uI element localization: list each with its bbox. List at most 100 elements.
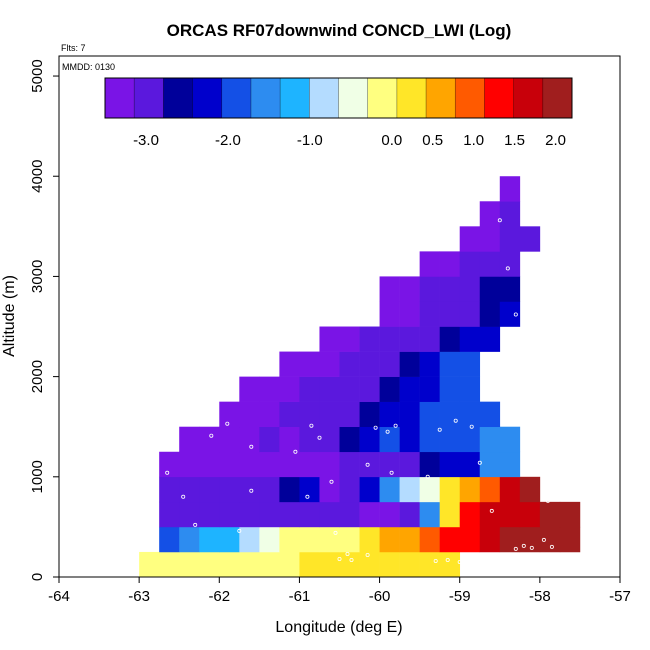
- sample-point: [333, 530, 338, 535]
- sample-point: [545, 498, 550, 503]
- colorbar-swatch: [455, 78, 485, 118]
- heatmap-cell: [159, 476, 180, 503]
- heatmap-cell: [339, 526, 360, 553]
- heatmap-cell: [339, 401, 360, 428]
- heatmap-cell: [339, 501, 360, 528]
- heatmap-cell: [419, 476, 440, 503]
- colorbar-tick-label: 1.5: [504, 132, 525, 149]
- heatmap-cell: [299, 426, 320, 453]
- sample-point: [425, 474, 430, 479]
- colorbar-tick-label: 1.0: [463, 132, 484, 149]
- heatmap-cell: [319, 426, 340, 453]
- heatmap-cell: [459, 401, 481, 428]
- heatmap-cell: [499, 476, 521, 503]
- heatmap-cell: [299, 376, 320, 402]
- sample-point: [389, 470, 394, 475]
- heatmap-cell: [399, 301, 420, 327]
- heatmap-cell: [239, 401, 260, 428]
- heatmap-cell: [359, 476, 380, 503]
- colorbar-swatch: [163, 78, 193, 118]
- heatmap-cell: [319, 526, 340, 553]
- heatmap-cell: [459, 376, 481, 402]
- heatmap-cell: [379, 376, 400, 402]
- sample-point: [541, 537, 546, 542]
- heatmap-cell: [499, 276, 521, 302]
- sample-point: [513, 312, 518, 317]
- x-tick-label: -58: [529, 588, 551, 605]
- chart-title: ORCAS RF07downwind CONCD_LWI (Log): [167, 21, 512, 40]
- heatmap-cell: [399, 376, 420, 402]
- heatmap-cell: [459, 451, 481, 478]
- heatmap-cell: [499, 451, 521, 478]
- heatmap-cell: [219, 551, 240, 578]
- heatmap-cell: [419, 526, 440, 553]
- heatmap-cell: [359, 501, 380, 528]
- heatmap-cell: [439, 526, 461, 553]
- sample-point: [293, 449, 298, 454]
- heatmap-cell: [419, 326, 440, 352]
- heatmap-cell: [399, 451, 420, 478]
- colorbar-swatch: [309, 78, 339, 118]
- sample-point: [445, 558, 450, 563]
- heatmap-cell: [459, 326, 481, 352]
- heatmap-cell: [259, 426, 280, 453]
- heatmap-cell: [279, 551, 300, 578]
- x-tick-label: -62: [208, 588, 230, 605]
- colorbar-swatch: [105, 78, 135, 118]
- heatmap-cell: [399, 476, 420, 503]
- heatmap-cell: [399, 401, 420, 428]
- heatmap-cell: [359, 326, 380, 352]
- heatmap-cell: [459, 501, 481, 528]
- heatmap-cell: [439, 376, 461, 402]
- x-tick-label: -61: [289, 588, 311, 605]
- heatmap-cell: [339, 451, 360, 478]
- heatmap-cell: [319, 401, 340, 428]
- sample-point: [517, 359, 522, 364]
- heatmap-cell: [419, 426, 440, 453]
- heatmap-cell: [459, 426, 481, 453]
- sample-point: [477, 460, 482, 465]
- heatmap-cell: [339, 351, 360, 377]
- heatmap-cell: [479, 326, 501, 352]
- heatmap-cell: [219, 451, 240, 478]
- heatmap-cell: [519, 501, 541, 528]
- heatmap-cell: [239, 376, 260, 402]
- plot-frame: [58, 55, 621, 578]
- heatmap-cell: [419, 376, 440, 402]
- sample-point: [181, 494, 186, 499]
- heatmap-cell: [339, 476, 360, 503]
- heatmap-cell: [519, 476, 541, 503]
- heatmap-cell: [379, 301, 400, 327]
- heatmap-cell: [179, 551, 200, 578]
- sample-point: [457, 560, 462, 565]
- heatmap-cell: [479, 426, 501, 453]
- heatmap-cell: [479, 251, 501, 277]
- heatmap-cell: [519, 526, 541, 553]
- colorbar-frame: [104, 77, 573, 119]
- x-tick-label: -63: [128, 588, 150, 605]
- sample-point: [521, 543, 526, 548]
- heatmap-cell: [279, 401, 300, 428]
- heatmap-cell: [459, 276, 481, 302]
- heatmap-cell: [399, 326, 420, 352]
- heatmap-cell: [219, 501, 240, 528]
- heatmap-cell: [299, 501, 320, 528]
- heatmap-cell: [539, 526, 561, 553]
- heatmap-cell: [239, 451, 260, 478]
- heatmap-cell: [499, 526, 521, 553]
- sample-point: [317, 435, 322, 440]
- heatmap-cell: [199, 501, 220, 528]
- heatmap-cell: [419, 501, 440, 528]
- colorbar-swatch: [426, 78, 456, 118]
- heatmap-cell: [399, 501, 420, 528]
- heatmap-cell: [479, 226, 501, 252]
- heatmap-cell: [359, 526, 380, 553]
- colorbar-tick-label: -2.0: [215, 132, 241, 149]
- heatmap-cell: [439, 401, 461, 428]
- heatmap-cell: [479, 501, 501, 528]
- heatmap-cell: [259, 526, 280, 553]
- heatmap-cell: [379, 351, 400, 377]
- heatmap-cell: [359, 551, 380, 578]
- sample-point: [453, 418, 458, 423]
- heatmap-cell: [179, 451, 200, 478]
